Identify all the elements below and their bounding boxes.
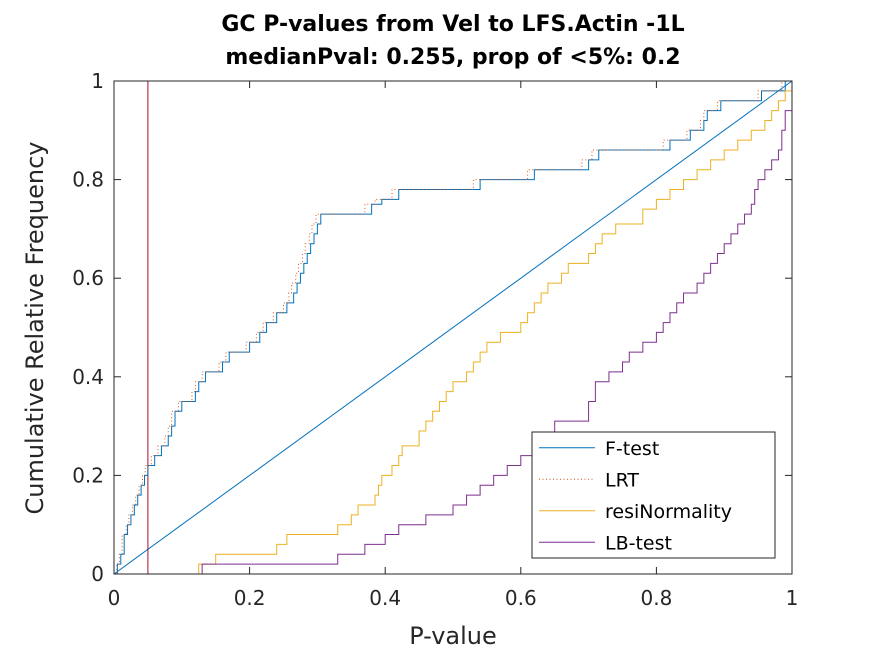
x-tick-label: 0.4	[369, 586, 401, 610]
x-tick-label: 0.2	[234, 586, 266, 610]
plot-area	[113, 80, 793, 575]
reference-line	[113, 80, 793, 575]
legend-label: F-test	[605, 438, 659, 460]
y-tick-label: 1	[91, 69, 104, 93]
x-tick-label: 0.8	[640, 586, 672, 610]
legend-label: LB-test	[605, 532, 672, 554]
chart-subtitle: medianPval: 0.255, prop of <5%: 0.2	[225, 45, 680, 70]
y-axis-label: Cumulative Relative Frequency	[21, 141, 49, 514]
axes-box	[113, 80, 793, 575]
series-line-resinormality	[195, 81, 793, 575]
x-tick-label: 0.6	[505, 586, 537, 610]
series-line-f-test	[114, 80, 792, 575]
x-axis-label: P-value	[409, 622, 497, 650]
legend-label: LRT	[605, 469, 639, 491]
y-tick-label: 0.6	[72, 266, 104, 290]
legend-box	[531, 431, 776, 559]
series-line-lrt	[114, 80, 792, 575]
y-tick-label: 0.4	[72, 365, 104, 389]
y-tick-label: 0.8	[72, 168, 104, 192]
legend: F-test LRT resiNormality LB-test	[531, 431, 776, 559]
y-tick-label: 0	[91, 562, 104, 586]
x-tick-label: 1	[786, 586, 799, 610]
x-tick-label: 0	[108, 586, 121, 610]
series-line-lb-test	[198, 81, 793, 575]
axis-ticks: 0 0.2 0.4 0.6 0.8 1 0 0.2 0.4 0.6 0.8 1	[72, 69, 798, 610]
chart-title: GC P-values from Vel to LFS.Actin -1L	[221, 12, 684, 37]
y-tick-label: 0.2	[72, 463, 104, 487]
legend-label: resiNormality	[605, 501, 732, 523]
